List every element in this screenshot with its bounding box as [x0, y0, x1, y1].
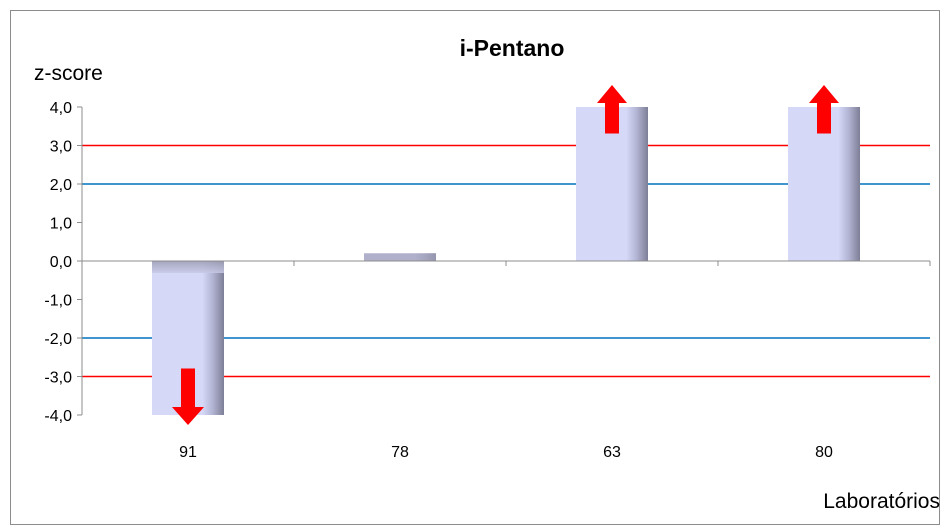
arrow-down-91-icon: [172, 368, 204, 425]
y-tick-label: -3,0: [44, 370, 72, 387]
x-tick-labels: 91 78 63 80: [179, 444, 833, 461]
arrow-up-80-icon: [809, 85, 839, 134]
bar-78: [364, 253, 436, 261]
y-tick-label: 0,0: [50, 254, 72, 271]
x-axis-label: Laboratórios: [823, 490, 940, 513]
axes: [77, 106, 931, 416]
y-tick-label: 1,0: [50, 216, 72, 233]
y-axis-label: z-score: [34, 62, 103, 85]
y-tick-label: -1,0: [44, 293, 72, 310]
y-tick-label: -2,0: [44, 331, 72, 348]
x-tick-label: 80: [815, 444, 833, 461]
y-tick-labels: 4,0 3,0 2,0 1,0 0,0 -1,0 -2,0 -3,0 -4,0: [44, 100, 72, 425]
arrow-up-63-icon: [597, 85, 627, 134]
x-tick-label: 63: [603, 444, 621, 461]
x-tick-label: 91: [179, 444, 197, 461]
chart-title: i-Pentano: [460, 35, 565, 61]
y-tick-label: 4,0: [50, 100, 72, 117]
x-tick-label: 78: [391, 444, 409, 461]
y-tick-label: 3,0: [50, 139, 72, 156]
out-of-range-arrows: [172, 85, 839, 425]
y-tick-label: 2,0: [50, 177, 72, 194]
y-tick-label: -4,0: [44, 408, 72, 425]
